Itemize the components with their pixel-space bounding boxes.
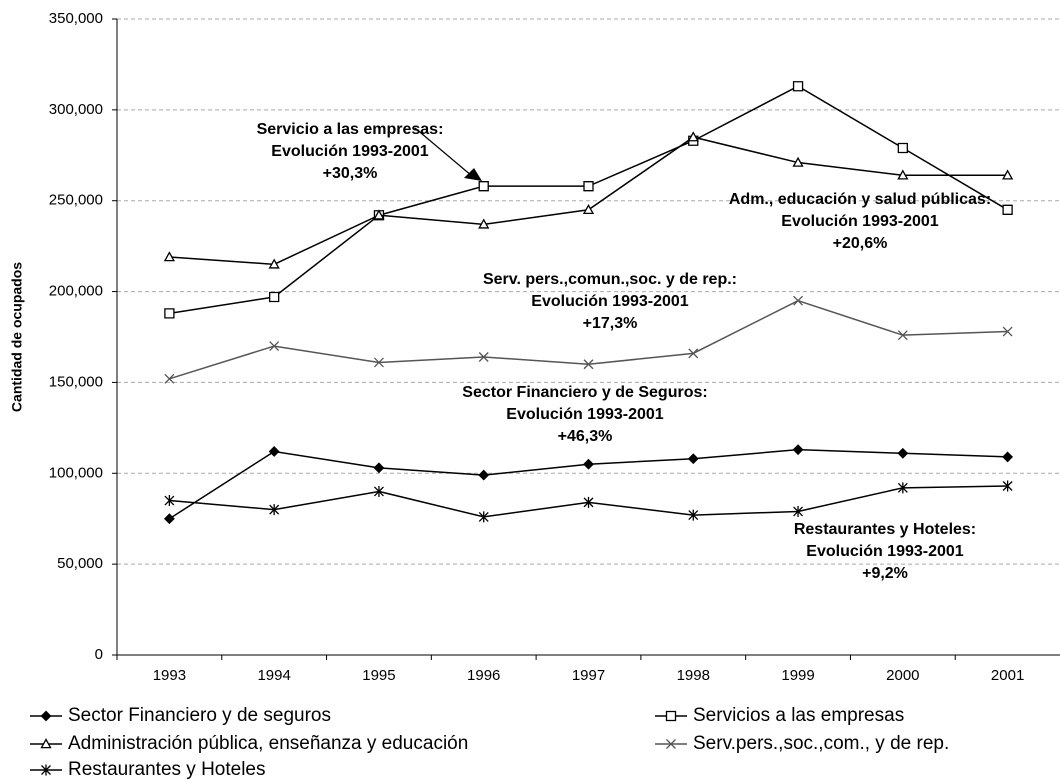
legend-label: Restaurantes y Hoteles bbox=[68, 759, 266, 780]
annotation: Serv. pers.,comun.,soc. y de rep.: bbox=[483, 271, 737, 288]
marker bbox=[40, 710, 52, 722]
marker bbox=[897, 447, 909, 459]
marker bbox=[269, 504, 280, 516]
marker bbox=[897, 330, 908, 341]
annotation: +17,3% bbox=[583, 315, 638, 332]
legend-label: Administración pública, enseñanza y educ… bbox=[68, 733, 468, 754]
x-tick-label: 1998 bbox=[677, 667, 710, 684]
marker bbox=[269, 291, 280, 303]
y-tick-label: 350,000 bbox=[49, 10, 103, 27]
marker bbox=[792, 444, 804, 456]
marker bbox=[687, 453, 699, 465]
marker bbox=[163, 513, 175, 525]
legend-label: Servicios a las empresas bbox=[693, 705, 904, 726]
annotation: +9,2% bbox=[862, 565, 908, 582]
marker bbox=[583, 181, 594, 192]
marker bbox=[164, 495, 175, 507]
annotation: +46,3% bbox=[558, 428, 613, 445]
marker bbox=[41, 764, 51, 776]
y-tick-label: 150,000 bbox=[49, 373, 103, 390]
y-tick-label: 100,000 bbox=[49, 464, 103, 481]
marker bbox=[478, 218, 490, 229]
marker bbox=[1002, 204, 1013, 215]
annotation: Adm., educación y salud públicas: bbox=[729, 191, 991, 208]
y-tick-label: 50,000 bbox=[57, 555, 103, 572]
annotation-arrowhead bbox=[464, 168, 482, 181]
y-tick-label: 0 bbox=[95, 646, 103, 663]
y-tick-label: 200,000 bbox=[49, 283, 103, 300]
annotation: Evolución 1993-2001 bbox=[806, 543, 964, 560]
marker bbox=[792, 81, 804, 92]
marker bbox=[583, 458, 594, 470]
marker bbox=[478, 181, 489, 192]
marker bbox=[373, 485, 384, 497]
marker bbox=[1002, 451, 1014, 463]
marker bbox=[897, 142, 908, 154]
marker bbox=[665, 710, 677, 722]
x-tick-label: 1995 bbox=[362, 667, 395, 684]
annotation: Evolución 1993-2001 bbox=[531, 293, 689, 310]
marker bbox=[897, 169, 909, 180]
marker bbox=[1002, 169, 1014, 180]
marker bbox=[1002, 480, 1013, 492]
annotation: Evolución 1993-2001 bbox=[506, 406, 664, 423]
annotation: +20,6% bbox=[833, 235, 888, 252]
marker bbox=[373, 462, 385, 474]
annotation: Evolución 1993-2001 bbox=[271, 143, 429, 160]
marker bbox=[1002, 326, 1013, 337]
marker bbox=[478, 511, 489, 523]
x-tick-label: 1996 bbox=[467, 667, 500, 684]
y-tick-label: 250,000 bbox=[49, 192, 103, 209]
annotation: Sector Financiero y de Seguros: bbox=[462, 384, 707, 401]
marker bbox=[268, 446, 280, 457]
marker bbox=[897, 482, 908, 494]
marker bbox=[582, 203, 595, 215]
x-tick-label: 2001 bbox=[991, 667, 1024, 684]
marker bbox=[40, 738, 52, 749]
marker bbox=[793, 295, 804, 306]
annotation: Restaurantes y Hoteles: bbox=[794, 521, 976, 538]
x-tick-label: 1994 bbox=[257, 667, 290, 684]
marker bbox=[269, 341, 280, 352]
marker bbox=[373, 209, 385, 220]
marker bbox=[164, 308, 175, 319]
annotation-arrow bbox=[414, 127, 473, 177]
marker bbox=[688, 509, 699, 521]
annotation: Evolución 1993-2001 bbox=[781, 213, 939, 230]
marker bbox=[583, 496, 594, 508]
marker bbox=[666, 739, 676, 749]
marker bbox=[793, 505, 804, 517]
marker bbox=[687, 131, 699, 142]
marker bbox=[478, 352, 489, 362]
legend-label: Serv.pers.,soc.,com., y de rep. bbox=[693, 733, 949, 754]
marker bbox=[583, 359, 594, 370]
marker bbox=[478, 469, 490, 481]
marker bbox=[688, 348, 699, 359]
x-tick-label: 1997 bbox=[572, 667, 605, 684]
marker bbox=[164, 373, 175, 384]
legend-label: Sector Financiero y de seguros bbox=[68, 705, 331, 726]
marker bbox=[792, 156, 804, 167]
y-tick-label: 300,000 bbox=[49, 101, 103, 118]
series-line bbox=[169, 299, 1008, 380]
annotation: Servicio a las empresas: bbox=[257, 121, 444, 138]
x-tick-label: 1993 bbox=[153, 667, 186, 684]
marker bbox=[163, 251, 175, 262]
x-tick-label: 1999 bbox=[781, 667, 814, 684]
marker bbox=[268, 258, 280, 269]
x-tick-label: 2000 bbox=[886, 667, 919, 684]
y-axis-label: Cantidad de ocupados bbox=[9, 262, 25, 412]
marker bbox=[373, 357, 384, 368]
annotation: +30,3% bbox=[323, 165, 378, 182]
